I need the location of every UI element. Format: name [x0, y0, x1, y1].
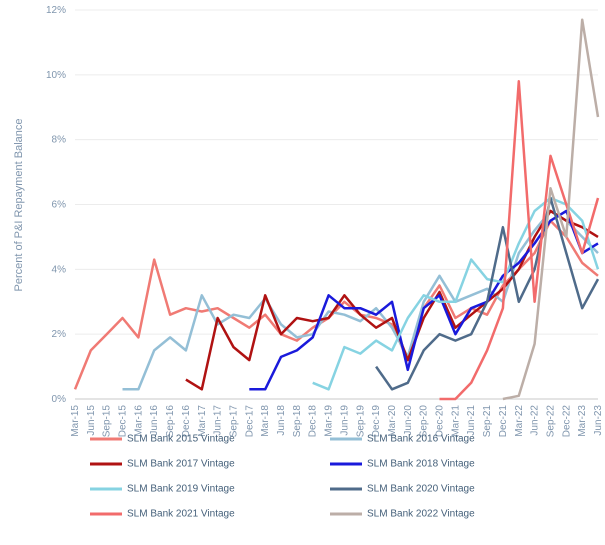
y-tick-label: 8%: [52, 135, 67, 146]
y-axis-title: Percent of P&I Repayment Balance: [13, 118, 25, 291]
x-tick-label: Mar-18: [260, 405, 271, 437]
x-tick-label: Sep-18: [292, 405, 303, 438]
y-tick-label: 2%: [52, 329, 67, 340]
x-tick-label: Mar-20: [387, 405, 398, 437]
x-tick-label: Dec-22: [561, 405, 572, 438]
series-line: [185, 209, 599, 391]
legend-label: SLM Bank 2015 Vintage: [127, 434, 235, 445]
x-tick-label: Mar-22: [514, 405, 525, 437]
x-tick-label: Mar-16: [133, 405, 144, 437]
x-tick-label: Jun-16: [149, 405, 160, 436]
x-tick-label: Jun-18: [276, 405, 287, 436]
series-line: [249, 209, 599, 391]
legend-label: SLM Bank 2016 Vintage: [367, 434, 475, 445]
x-tick-label: Sep-19: [355, 405, 366, 438]
x-tick-label: Dec-21: [498, 405, 509, 438]
x-tick-label: Mar-17: [197, 405, 208, 437]
x-tick-label: Sep-16: [165, 405, 176, 438]
series-line: [375, 196, 600, 391]
legend-label: SLM Bank 2019 Vintage: [127, 484, 235, 495]
x-tick-label: Sep-21: [482, 405, 493, 438]
legend-label: SLM Bank 2017 Vintage: [127, 459, 235, 470]
legend-label: SLM Bank 2022 Vintage: [367, 509, 475, 520]
y-tick-label: 10%: [46, 70, 66, 81]
x-tick-label: Dec-18: [308, 405, 319, 438]
x-tick-label: Sep-15: [102, 405, 113, 438]
x-tick-label: Dec-20: [435, 405, 446, 438]
legend-label: SLM Bank 2020 Vintage: [367, 484, 475, 495]
x-tick-label: Dec-19: [371, 405, 382, 438]
x-tick-label: Jun-20: [403, 405, 414, 436]
x-tick-label: Dec-17: [244, 405, 255, 438]
x-tick-label: Sep-22: [545, 405, 556, 438]
y-tick-label: 6%: [52, 200, 67, 211]
x-tick-label: Mar-19: [324, 405, 335, 437]
y-tick-label: 4%: [52, 264, 67, 275]
series-line: [502, 18, 600, 401]
y-tick-label: 0%: [52, 394, 67, 405]
x-tick-label: Jun-21: [466, 405, 477, 436]
x-tick-label: Jun-19: [339, 405, 350, 436]
x-tick-label: Mar-21: [450, 405, 461, 437]
x-tick-label: Dec-15: [118, 405, 129, 438]
y-tick-label: 12%: [46, 5, 66, 16]
x-tick-label: Jun-17: [213, 405, 224, 436]
x-tick-label: Sep-20: [419, 405, 430, 438]
series-line: [122, 209, 599, 391]
x-tick-label: Sep-17: [228, 405, 239, 438]
legend-label: SLM Bank 2018 Vintage: [367, 459, 475, 470]
x-tick-label: Jun-15: [86, 405, 97, 436]
x-tick-label: Mar-15: [70, 405, 81, 437]
legend-label: SLM Bank 2021 Vintage: [127, 509, 235, 520]
x-tick-label: Jun-22: [530, 405, 541, 436]
x-tick-label: Jun-23: [593, 405, 604, 436]
x-tick-label: Dec-16: [181, 405, 192, 438]
series-line: [439, 80, 600, 401]
x-tick-label: Mar-23: [577, 405, 588, 437]
